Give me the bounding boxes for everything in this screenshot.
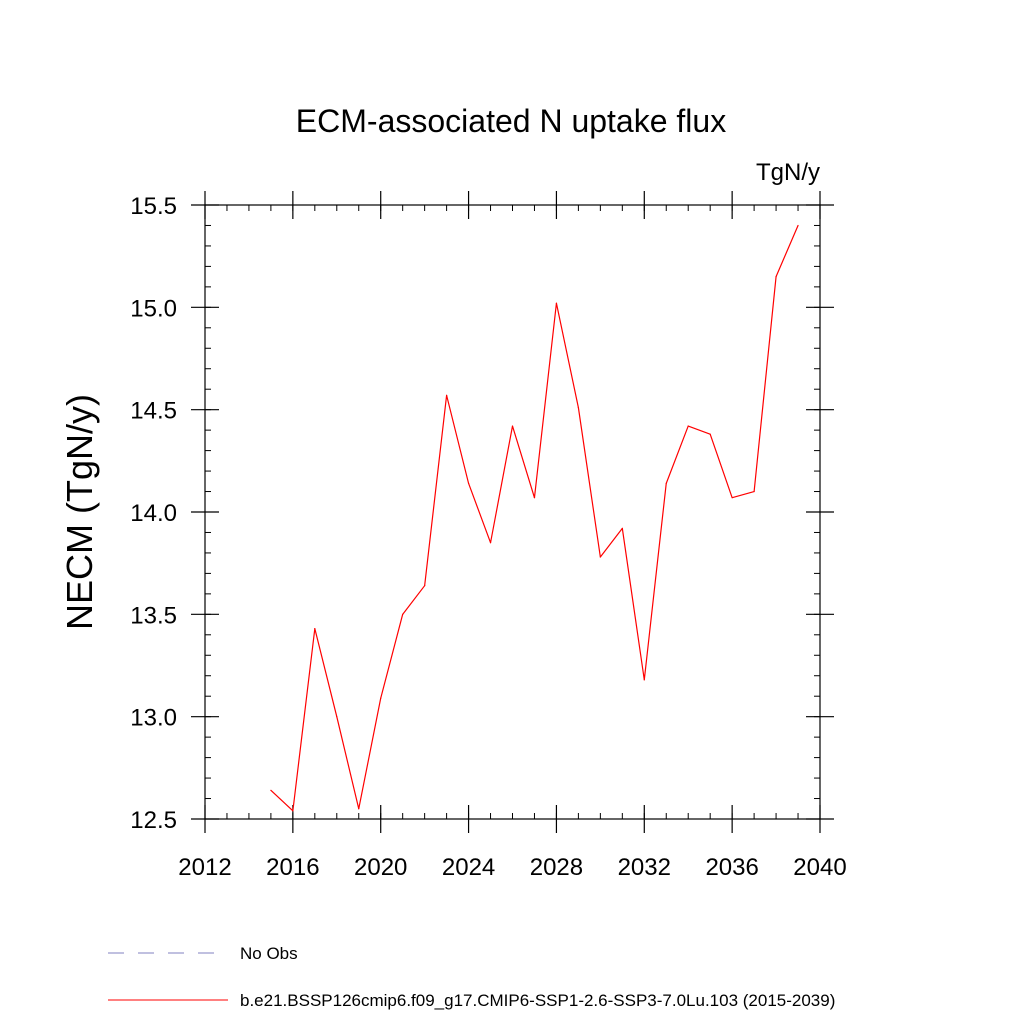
chart-title: ECM-associated N uptake flux: [296, 103, 726, 139]
x-tick-label: 2036: [705, 854, 758, 881]
data-point: [731, 497, 733, 499]
data-point: [775, 276, 777, 278]
y-tick-label: 15.5: [130, 193, 177, 220]
plot-frame: [204, 204, 821, 820]
data-point: [467, 482, 470, 484]
legend: No Obs b.e21.BSSP126cmip6.f09_g17.CMIP6-…: [108, 944, 835, 1010]
x-tick-label: 2024: [442, 854, 495, 881]
units-label: TgN/y: [756, 159, 820, 186]
data-point: [577, 407, 579, 409]
y-tick-label: 14.5: [130, 398, 177, 425]
major-ticks: [191, 191, 834, 833]
x-tick-label: 2020: [354, 854, 407, 881]
data-point: [336, 716, 338, 718]
x-tick-label: 2032: [618, 854, 671, 881]
data-point: [446, 394, 448, 396]
y-tick-label: 14.0: [130, 500, 177, 527]
data-point: [424, 585, 426, 587]
data-point: [489, 542, 492, 544]
tick-labels: 2012 2016 2020 2024 2028 2032 2036 2040 12.5 13.0…: [130, 193, 846, 881]
data-point: [380, 697, 382, 699]
data-point: [665, 482, 667, 484]
data-point: [643, 679, 645, 681]
data-point: [270, 789, 272, 791]
y-axis-title: NECM (TgN/y): [59, 394, 100, 630]
series-line-0: [270, 225, 799, 812]
x-tick-label: 2016: [266, 854, 319, 881]
data-point: [292, 810, 294, 812]
data-point: [709, 433, 711, 435]
data-point: [753, 490, 755, 493]
y-tick-label: 15.0: [130, 295, 177, 322]
data-point: [797, 224, 799, 227]
data-point: [687, 425, 689, 427]
data-point: [555, 302, 558, 304]
x-tick-label: 2040: [793, 854, 846, 881]
x-tick-label: 2028: [530, 854, 583, 881]
data-point: [511, 425, 514, 427]
data-point: [358, 808, 360, 810]
data-point: [402, 613, 404, 615]
y-tick-label: 13.5: [130, 602, 177, 629]
data-point: [599, 556, 601, 558]
x-tick-label: 2012: [178, 854, 231, 881]
data-point: [621, 527, 623, 529]
minor-ticks: [204, 204, 821, 820]
data-point: [314, 628, 316, 630]
legend-label-no-obs: No Obs: [240, 944, 298, 963]
series-layer: [270, 224, 799, 812]
y-tick-label: 13.0: [130, 705, 177, 732]
legend-label-series: b.e21.BSSP126cmip6.f09_g17.CMIP6-SSP1-2.…: [240, 991, 835, 1010]
y-tick-label: 12.5: [130, 807, 177, 834]
data-point: [533, 497, 536, 499]
